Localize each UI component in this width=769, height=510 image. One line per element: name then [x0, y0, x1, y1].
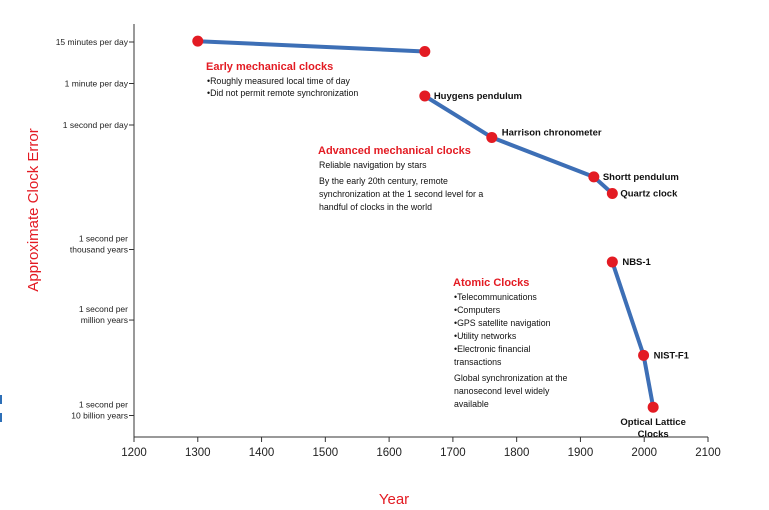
y-tick-label: 1 second per day — [63, 120, 129, 130]
era-line: •Computers — [454, 305, 501, 315]
x-tick-label: 2100 — [695, 447, 721, 459]
series-line — [195, 39, 427, 54]
x-tick-label: 1600 — [376, 447, 402, 459]
y-tick-labels: 15 minutes per day 1 minute per day 1 seco… — [56, 37, 134, 421]
era-annotations: Early mechanical clocks •Roughly measured… — [206, 61, 568, 409]
data-point — [606, 187, 618, 199]
point-label: Optical Lattice — [620, 417, 685, 428]
era-line: transactions — [454, 357, 502, 367]
data-point — [419, 90, 431, 102]
y-tick-label: 10 billion years — [71, 411, 128, 421]
era-line: •Utility networks — [454, 331, 517, 341]
x-tick-label: 1700 — [440, 447, 466, 459]
x-tick-labels: 1200 1300 1400 1500 1600 1700 1800 1900 2000 2100 — [121, 437, 721, 459]
y-tick-label: 15 minutes per day — [56, 37, 129, 47]
era-title: Atomic Clocks — [453, 277, 529, 289]
era-line: Reliable navigation by stars — [319, 160, 427, 170]
era-line: By the early 20th century, remote — [319, 176, 448, 186]
x-tick-label: 2000 — [631, 447, 657, 459]
y-tick-label: million years — [81, 315, 128, 325]
data-point — [192, 35, 204, 47]
y-tick-label: 1 minute per day — [65, 79, 129, 89]
y-tick-label: 1 second per — [79, 304, 128, 314]
y-axis-title: Approximate Clock Error — [25, 128, 42, 291]
data-points — [192, 35, 659, 413]
era-line: •Roughly measured local time of day — [207, 76, 351, 86]
point-label: Shortt pendulum — [603, 172, 679, 183]
data-point — [606, 256, 618, 268]
edge-mark — [0, 395, 2, 404]
era-line: •Electronic financial — [454, 344, 530, 354]
data-point — [647, 401, 659, 413]
series-line — [422, 94, 615, 196]
data-point — [638, 349, 650, 361]
x-axis-title: Year — [379, 491, 409, 508]
data-point — [486, 131, 498, 143]
series-line — [610, 259, 656, 410]
x-tick-label: 1500 — [313, 447, 339, 459]
point-labels: Huygens pendulum Harrison chronometer Shor… — [434, 91, 690, 440]
x-tick-label: 1400 — [249, 447, 275, 459]
x-tick-label: 1300 — [185, 447, 211, 459]
era-line: synchronization at the 1 second level fo… — [319, 189, 483, 199]
era-line: •Telecommunications — [454, 292, 537, 302]
x-tick-label: 1800 — [504, 447, 530, 459]
era-line: nanosecond level widely — [454, 386, 550, 396]
era-line: •Did not permit remote synchronization — [207, 88, 358, 98]
era-line: available — [454, 399, 489, 409]
era-line: •GPS satellite navigation — [454, 318, 551, 328]
x-tick-label: 1900 — [568, 447, 594, 459]
era-title: Early mechanical clocks — [206, 61, 333, 73]
point-label: Clocks — [638, 429, 669, 440]
axes — [133, 24, 708, 438]
point-label: Huygens pendulum — [434, 91, 522, 102]
y-tick-label: thousand years — [70, 245, 128, 255]
point-label: Harrison chronometer — [502, 127, 602, 138]
era-line: handful of clocks in the world — [319, 202, 432, 212]
point-label: NIST-F1 — [654, 350, 690, 361]
era-line: Global synchronization at the — [454, 373, 568, 383]
data-point — [588, 171, 600, 183]
y-tick-label: 1 second per — [79, 400, 128, 410]
y-tick-label: 1 second per — [79, 234, 128, 244]
point-label: NBS-1 — [622, 257, 651, 268]
era-title: Advanced mechanical clocks — [318, 145, 471, 157]
point-label: Quartz clock — [620, 188, 678, 199]
x-tick-label: 1200 — [121, 447, 147, 459]
data-point — [419, 46, 431, 58]
edge-mark — [0, 413, 2, 422]
